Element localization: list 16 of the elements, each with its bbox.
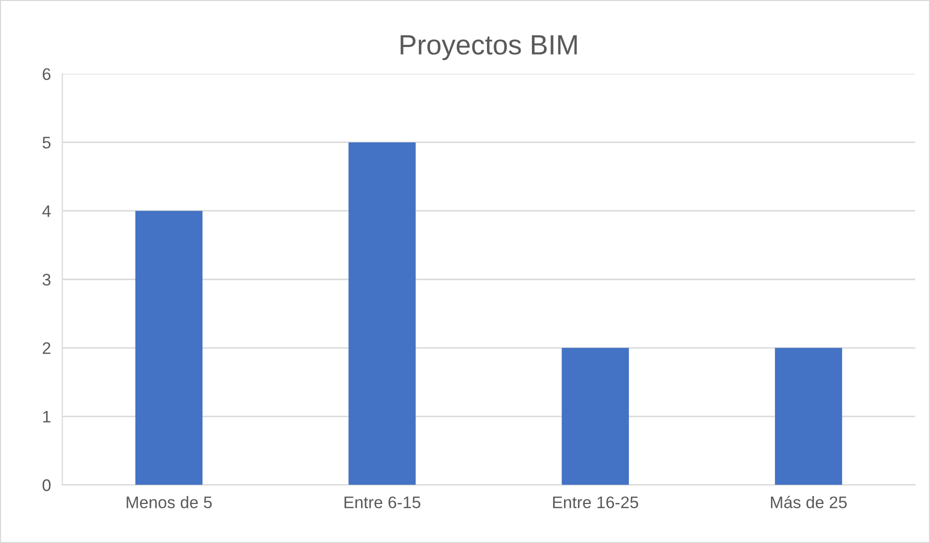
y-tick-label: 0 xyxy=(42,479,51,492)
y-tick-label: 5 xyxy=(42,136,50,149)
x-tick-label: Entre 16-25 xyxy=(553,496,638,508)
bar xyxy=(562,348,629,485)
x-tick-label: Entre 6-15 xyxy=(344,496,420,508)
x-tick-label: Menos de 5 xyxy=(126,496,212,508)
y-tick-label: 3 xyxy=(42,274,50,286)
bar xyxy=(348,142,416,485)
y-tick-label: 4 xyxy=(42,205,51,217)
bar xyxy=(774,348,842,485)
y-tick-label: 2 xyxy=(42,342,50,354)
chart-title: Proyectos BIM xyxy=(400,35,577,60)
bar xyxy=(135,210,202,485)
y-tick-label: 6 xyxy=(42,68,50,80)
x-tick-label: Más de 25 xyxy=(770,496,847,508)
y-tick-label: 1 xyxy=(43,410,50,422)
